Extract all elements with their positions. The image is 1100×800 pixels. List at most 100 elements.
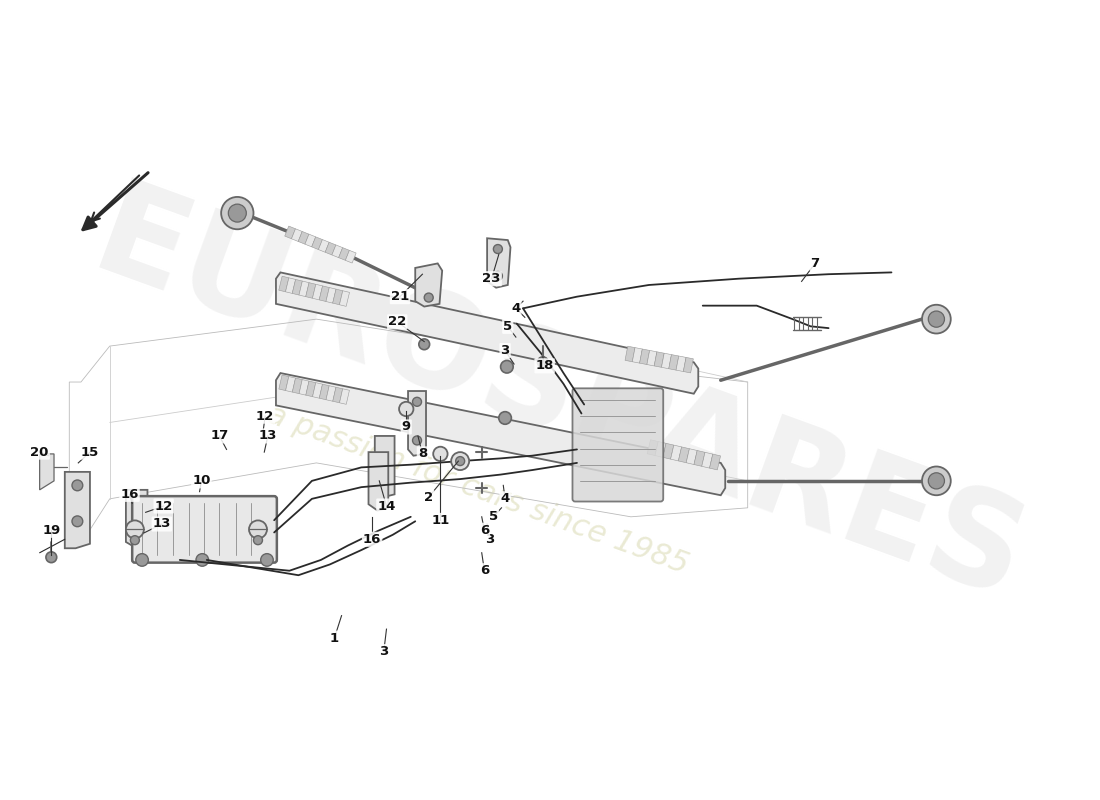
- Circle shape: [221, 197, 253, 230]
- Text: 12: 12: [154, 499, 173, 513]
- Text: 4: 4: [500, 492, 509, 506]
- Text: 5: 5: [488, 510, 498, 523]
- Polygon shape: [694, 450, 705, 466]
- Polygon shape: [326, 242, 336, 255]
- Polygon shape: [332, 245, 343, 258]
- Polygon shape: [319, 286, 329, 302]
- Circle shape: [433, 446, 448, 461]
- Text: 21: 21: [390, 290, 409, 303]
- Circle shape: [412, 398, 421, 406]
- Polygon shape: [326, 386, 336, 402]
- Polygon shape: [663, 443, 674, 459]
- Polygon shape: [375, 436, 395, 497]
- Text: 20: 20: [31, 446, 48, 458]
- Text: 13: 13: [153, 518, 170, 530]
- Polygon shape: [639, 349, 650, 365]
- Polygon shape: [661, 354, 671, 369]
- Text: 5: 5: [503, 320, 513, 333]
- Text: 22: 22: [388, 315, 406, 328]
- Text: 2: 2: [425, 490, 433, 503]
- Text: 8: 8: [418, 447, 427, 461]
- Circle shape: [229, 204, 246, 222]
- Text: 3: 3: [500, 344, 509, 357]
- Circle shape: [135, 554, 149, 566]
- Circle shape: [253, 536, 263, 545]
- Circle shape: [72, 480, 82, 490]
- Polygon shape: [306, 381, 316, 397]
- Circle shape: [196, 554, 209, 566]
- Polygon shape: [654, 352, 664, 367]
- Circle shape: [498, 412, 512, 424]
- Polygon shape: [285, 226, 296, 238]
- Polygon shape: [686, 449, 697, 465]
- Polygon shape: [293, 279, 303, 295]
- Circle shape: [928, 311, 945, 327]
- Polygon shape: [345, 250, 356, 263]
- Polygon shape: [625, 346, 635, 362]
- Text: 16: 16: [120, 488, 139, 501]
- Polygon shape: [305, 234, 316, 247]
- Polygon shape: [306, 282, 316, 298]
- Polygon shape: [65, 472, 90, 548]
- Text: 14: 14: [377, 499, 396, 513]
- Text: 23: 23: [483, 272, 500, 285]
- Polygon shape: [312, 382, 322, 398]
- Polygon shape: [319, 384, 329, 400]
- Polygon shape: [298, 231, 309, 244]
- Polygon shape: [286, 377, 296, 392]
- Text: 7: 7: [811, 257, 819, 270]
- Polygon shape: [710, 454, 720, 470]
- Polygon shape: [408, 391, 426, 456]
- Polygon shape: [340, 389, 350, 404]
- Circle shape: [494, 245, 503, 254]
- Text: 19: 19: [42, 524, 60, 537]
- Circle shape: [425, 293, 433, 302]
- Text: 9: 9: [402, 421, 410, 434]
- Polygon shape: [340, 290, 350, 306]
- Text: 16: 16: [363, 533, 382, 546]
- Text: a passion for cars since 1985: a passion for cars since 1985: [263, 400, 693, 580]
- Polygon shape: [125, 490, 147, 548]
- Circle shape: [922, 305, 950, 334]
- Polygon shape: [702, 452, 713, 468]
- Circle shape: [72, 516, 82, 526]
- Polygon shape: [332, 289, 343, 305]
- Text: 3: 3: [485, 533, 494, 546]
- Circle shape: [261, 554, 273, 566]
- Circle shape: [46, 552, 57, 562]
- Circle shape: [399, 402, 414, 416]
- Polygon shape: [276, 373, 725, 495]
- Polygon shape: [669, 354, 679, 370]
- Polygon shape: [286, 278, 296, 294]
- Text: 11: 11: [431, 514, 450, 527]
- Circle shape: [538, 357, 548, 368]
- FancyBboxPatch shape: [572, 388, 663, 502]
- Polygon shape: [683, 358, 693, 373]
- Circle shape: [412, 436, 421, 445]
- Text: 13: 13: [258, 430, 277, 442]
- Polygon shape: [326, 287, 336, 303]
- Text: 6: 6: [480, 524, 490, 537]
- Circle shape: [249, 521, 267, 538]
- Circle shape: [494, 271, 503, 281]
- Text: 12: 12: [256, 410, 274, 422]
- Polygon shape: [679, 447, 690, 462]
- Text: 10: 10: [192, 474, 210, 487]
- Text: 17: 17: [210, 430, 229, 442]
- Polygon shape: [654, 442, 666, 458]
- Circle shape: [419, 339, 430, 350]
- Polygon shape: [647, 440, 658, 455]
- Circle shape: [922, 466, 950, 495]
- Text: 6: 6: [480, 564, 490, 578]
- Text: 4: 4: [512, 302, 520, 315]
- FancyBboxPatch shape: [132, 496, 277, 562]
- Polygon shape: [368, 452, 388, 510]
- Polygon shape: [333, 387, 343, 402]
- Circle shape: [131, 536, 140, 545]
- Polygon shape: [647, 350, 657, 366]
- Polygon shape: [292, 229, 302, 242]
- Text: 18: 18: [536, 359, 553, 372]
- Polygon shape: [632, 348, 642, 363]
- Polygon shape: [278, 276, 289, 292]
- Polygon shape: [299, 281, 309, 297]
